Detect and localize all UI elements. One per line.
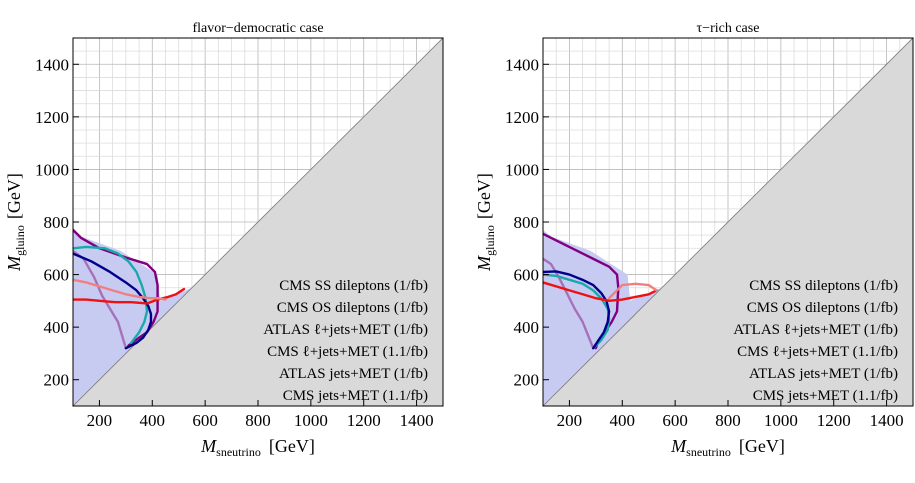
x-tick-label: 1400 (400, 411, 434, 430)
y-tick-label: 400 (514, 318, 540, 337)
legend-entry: ATLAS jets+MET (1/fb) (749, 366, 898, 382)
y-tick-label: 1000 (505, 160, 539, 179)
x-tick-label: 600 (192, 411, 218, 430)
series-line (543, 257, 595, 350)
x-tick-label: 1000 (294, 411, 328, 430)
legend-entry: CMS ℓ+jets+MET (1.1/fb) (267, 344, 428, 360)
legend: CMS SS dileptons (1/fb) CMS OS dileptons… (263, 278, 428, 404)
y-tick-label: 1000 (35, 160, 69, 179)
x-tick-label: 800 (245, 411, 271, 430)
x-tick-label: 200 (557, 411, 583, 430)
legend-entry: CMS OS dileptons (1/fb) (747, 300, 898, 316)
legend-entry: CMS ℓ+jets+MET (1.1/fb) (737, 344, 898, 360)
y-tick-label: 1200 (505, 108, 539, 127)
x-tick-label: 1200 (347, 411, 381, 430)
series-line (73, 252, 153, 350)
legend: CMS SS dileptons (1/fb) CMS OS dileptons… (733, 278, 898, 404)
series-line (73, 278, 167, 301)
allowed-region-fill (73, 229, 192, 406)
x-tick-label: 200 (87, 411, 113, 430)
y-tick-label: 400 (44, 318, 70, 337)
y-tick-label: 600 (44, 266, 70, 285)
y-axis-label: Mgluino[GeV] (474, 173, 497, 272)
legend-entry: CMS OS dileptons (1/fb) (277, 300, 428, 316)
y-tick-label: 800 (44, 213, 70, 232)
y-tick-label: 1200 (35, 108, 69, 127)
x-axis-label: Msneutrino [GeV] (200, 436, 315, 459)
legend-entry: CMS jets+MET (1.1/fb) (753, 388, 898, 404)
series-line (607, 282, 658, 300)
chart-title: flavor−democratic case (192, 21, 323, 36)
x-tick-label: 800 (715, 411, 741, 430)
legend-entry: ATLAS jets+MET (1/fb) (279, 366, 428, 382)
chart-title: τ−rich case (697, 21, 760, 36)
y-tick-label: 1400 (35, 55, 69, 74)
x-tick-label: 1200 (817, 411, 851, 430)
y-tick-label: 600 (514, 266, 540, 285)
series-line (73, 287, 186, 305)
legend-entry: CMS SS dileptons (1/fb) (279, 278, 428, 294)
y-tick-label: 200 (514, 371, 540, 390)
series-group (73, 228, 186, 350)
series-line (543, 270, 611, 350)
series-line (543, 281, 658, 303)
ticks: 200 400 600 800 1000 1200 1400 200 400 600 800 1000… (505, 55, 904, 430)
x-tick-label: 400 (610, 411, 636, 430)
y-axis-label: Mgluino[GeV] (4, 173, 27, 272)
x-tick-label: 1000 (764, 411, 798, 430)
x-tick-label: 400 (140, 411, 166, 430)
chart-right: τ−rich case 200 400 600 800 1000 1200 1400 200 4… (474, 21, 914, 459)
legend-entry: ATLAS ℓ+jets+MET (1/fb) (263, 322, 428, 338)
y-tick-label: 200 (44, 371, 70, 390)
legend-entry: ATLAS ℓ+jets+MET (1/fb) (733, 322, 898, 338)
x-tick-label: 600 (662, 411, 688, 430)
legend-entry: CMS SS dileptons (1/fb) (749, 278, 898, 294)
x-tick-label: 1400 (870, 411, 904, 430)
series-group (543, 232, 658, 350)
legend-entry: CMS jets+MET (1.1/fb) (283, 388, 428, 404)
chart-left: flavor−democratic case 200 400 600 800 1000 1… (4, 21, 444, 459)
allowed-region-fill (543, 229, 662, 406)
y-tick-label: 800 (514, 213, 540, 232)
series-line (73, 245, 149, 345)
y-tick-label: 1400 (505, 55, 539, 74)
ticks: 200 400 600 800 1000 1200 1400 200 400 600 800 1000… (35, 55, 434, 430)
x-axis-label: Msneutrino [GeV] (670, 436, 785, 459)
